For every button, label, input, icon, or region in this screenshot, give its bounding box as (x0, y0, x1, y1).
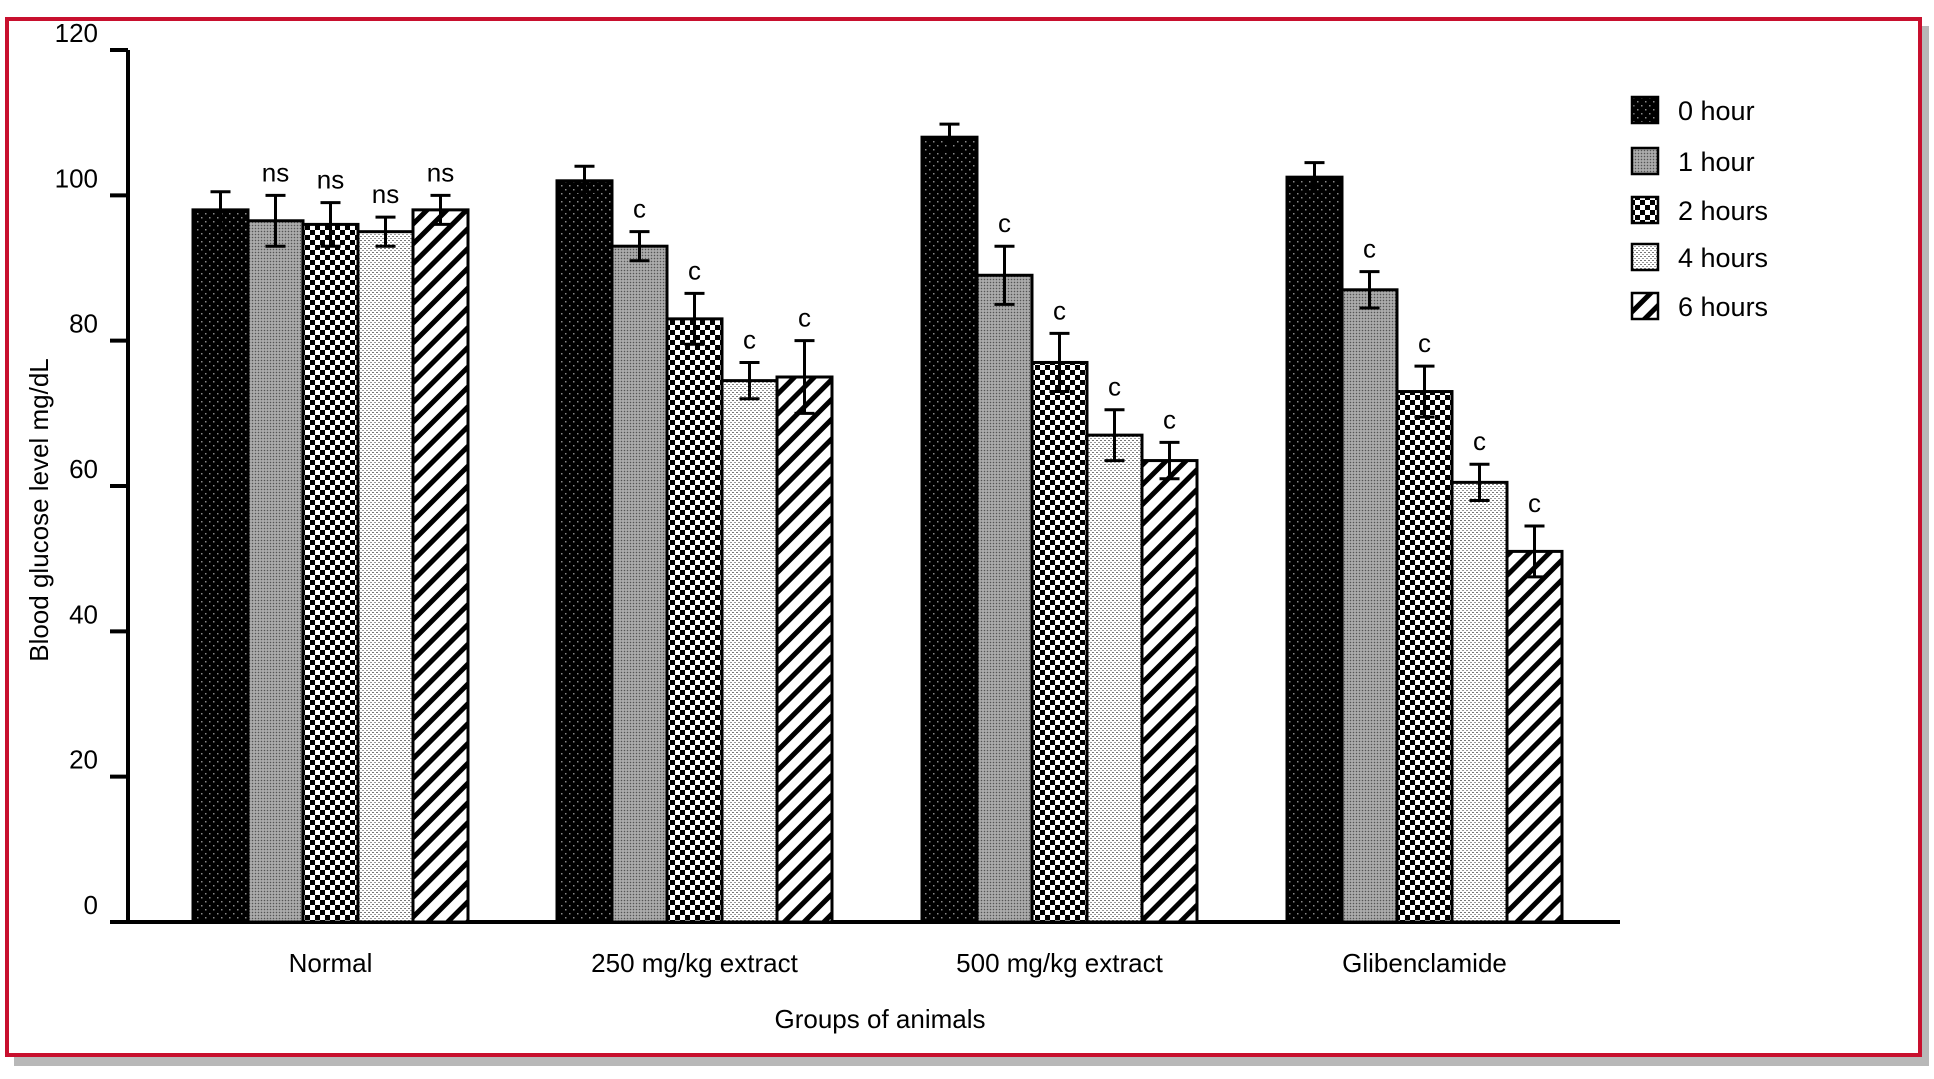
y-tick-label: 80 (69, 309, 98, 339)
legend-label: 2 hours (1678, 196, 1768, 226)
legend-swatch (1630, 195, 1660, 225)
x-axis-label: Groups of animals (775, 1004, 986, 1034)
y-tick-label: 0 (84, 890, 98, 920)
bar (1085, 433, 1144, 924)
frame-shadow-right (1922, 26, 1929, 1066)
bar (920, 135, 979, 924)
significance-label: c (1418, 328, 1431, 358)
bar (720, 379, 779, 924)
y-tick-label: 40 (69, 599, 98, 629)
bar (191, 208, 250, 924)
bar (356, 230, 415, 924)
significance-label: c (998, 208, 1011, 238)
y-tick-label: 20 (69, 745, 98, 775)
legend: 0 hour 1 hour 2 hours 4 hours 6 hours (1630, 95, 1768, 322)
bar (665, 317, 724, 924)
bar (1140, 459, 1199, 924)
legend-swatch (1630, 291, 1660, 321)
y-tick-label: 60 (69, 454, 98, 484)
bar (1450, 480, 1509, 924)
bar (975, 273, 1034, 924)
significance-label: c (1473, 426, 1486, 456)
significance-label: ns (262, 157, 289, 187)
bar (610, 244, 669, 924)
bar (1395, 390, 1454, 924)
significance-label: ns (317, 165, 344, 195)
bar (1340, 288, 1399, 924)
x-tick-label: 500 mg/kg extract (956, 948, 1163, 978)
significance-label: c (798, 303, 811, 333)
legend-swatch (1630, 242, 1660, 272)
y-tick-label: 100 (55, 163, 98, 193)
bar (775, 375, 834, 924)
frame-shadow-bottom (14, 1057, 1926, 1066)
significance-label: c (1528, 488, 1541, 518)
legend-label: 4 hours (1678, 243, 1768, 273)
bar (1285, 175, 1344, 924)
legend-label: 1 hour (1678, 147, 1755, 177)
legend-swatch (1630, 146, 1660, 176)
significance-label: c (1053, 295, 1066, 325)
significance-label: c (688, 255, 701, 285)
x-tick-label: 250 mg/kg extract (591, 948, 798, 978)
figure-frame (5, 17, 1922, 1057)
bar (555, 179, 614, 924)
y-axis-label: Blood glucose level mg/dL (24, 358, 54, 662)
y-tick-label: 120 (55, 18, 98, 48)
x-tick-labels: Normal 250 mg/kg extract 500 mg/kg extract… (289, 948, 1507, 978)
bar (411, 208, 470, 924)
bar (246, 219, 305, 924)
x-tick-label: Normal (289, 948, 373, 978)
legend-label: 0 hour (1678, 96, 1755, 126)
x-tick-label: Glibenclamide (1342, 948, 1507, 978)
bar (1505, 549, 1564, 924)
significance-label: c (743, 324, 756, 354)
bar (1030, 360, 1089, 924)
significance-label: ns (427, 157, 454, 187)
bar (301, 222, 360, 924)
significance-label: c (1163, 404, 1176, 434)
y-ticks: 0 20 40 60 80 100 120 (55, 18, 128, 924)
legend-label: 6 hours (1678, 292, 1768, 322)
legend-swatch (1630, 95, 1660, 125)
significance-label: c (1363, 234, 1376, 264)
significance-label: c (633, 194, 646, 224)
significance-label: c (1108, 372, 1121, 402)
significance-label: ns (372, 179, 399, 209)
